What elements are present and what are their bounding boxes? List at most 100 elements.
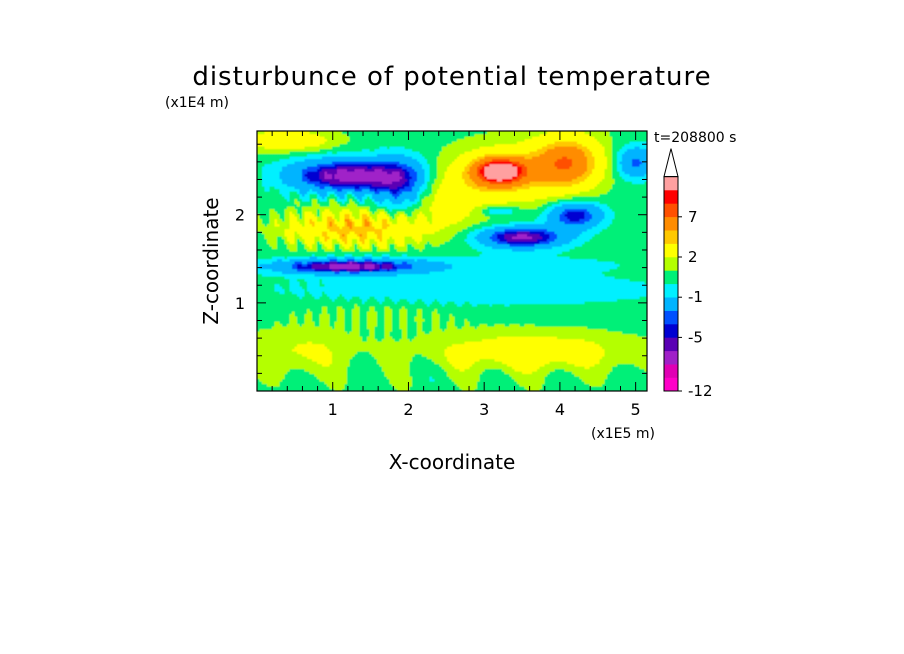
contour-cell [469,388,473,391]
contour-cell [332,378,336,382]
contour-cell [614,341,618,345]
contour-cell [452,376,456,380]
contour-cell [544,373,548,377]
contour-cell [574,371,578,375]
contour-cell [387,376,391,380]
contour-cell [322,363,326,367]
contour-cell [317,376,321,380]
contour-cell [567,361,571,365]
contour-cell [384,346,388,350]
contour-cell [269,366,273,370]
contour-cell [409,386,413,390]
contour-cell [632,378,636,382]
contour-cell [444,348,448,352]
contour-cell [552,358,556,362]
contour-cell [574,346,578,350]
contour-cell [572,368,576,372]
contour-cell [407,348,411,352]
contour-cell [502,368,506,372]
contour-cell [264,368,268,372]
contour-cell [634,371,638,375]
contour-cell [564,351,568,355]
contour-cell [277,341,281,345]
contour-cell [499,381,503,385]
contour-cell [579,366,583,370]
contour-cell [377,373,381,377]
contour-cell [527,386,531,390]
contour-cell [514,386,518,390]
contour-cell [637,368,641,372]
contour-cell [339,386,343,390]
contour-cell [324,341,328,345]
contour-cell [402,378,406,382]
contour-cell [304,373,308,377]
contour-cell [439,356,443,360]
contour-cell [282,366,286,370]
contour-cell [622,361,626,365]
contour-cell [417,381,421,385]
contour-cell [292,338,296,342]
contour-cell [357,363,361,367]
contour-cell [312,356,316,360]
contour-cell [344,381,348,385]
contour-cell [429,378,433,382]
contour-cell [277,348,281,352]
contour-cell [569,373,573,377]
contour-cell [467,366,471,370]
contour-cell [589,343,593,347]
contour-cell [289,378,293,382]
contour-cell [449,378,453,382]
contour-cell [259,366,263,370]
contour-cell [292,341,296,345]
contour-cell [344,386,348,390]
contour-cell [564,341,568,345]
contour-cell [569,376,573,380]
contour-cell [299,361,303,365]
contour-cell [399,358,403,362]
contour-cell [359,351,363,355]
contour-cell [304,368,308,372]
contour-cell [617,363,621,367]
contour-cell [394,356,398,360]
contour-cell [319,338,323,342]
contour-cell [269,388,273,391]
contour-cell [427,388,431,391]
contour-cell [579,368,583,372]
contour-cell [554,343,558,347]
contour-cell [617,358,621,362]
contour-cell [379,383,383,387]
contour-cell [637,378,641,382]
contour-cell [447,348,451,352]
contour-cell [279,358,283,362]
contour-cell [299,386,303,390]
contour-cell [279,376,283,380]
contour-cell [604,361,608,365]
contour-cell [597,366,601,370]
contour-cell [517,368,521,372]
contour-cell [364,341,368,345]
contour-cell [304,371,308,375]
contour-cell [262,346,266,350]
contour-cell [274,348,278,352]
contour-cell [267,361,271,365]
contour-cell [432,373,436,377]
contour-cell [499,343,503,347]
contour-cell [414,366,418,370]
contour-cell [479,383,483,387]
contour-cell [357,366,361,370]
contour-cell [614,373,618,377]
contour-cell [609,341,613,345]
contour-cell [409,351,413,355]
contour-cell [637,366,641,370]
contour-cell [427,371,431,375]
contour-cell [492,353,496,357]
contour-cell [477,346,481,350]
contour-cell [514,376,518,380]
contour-cell [269,338,273,342]
contour-cell [377,381,381,385]
contour-cell [599,353,603,357]
contour-cell [264,348,268,352]
contour-cell [572,343,576,347]
contour-cell [574,376,578,380]
contour-cell [469,338,473,342]
